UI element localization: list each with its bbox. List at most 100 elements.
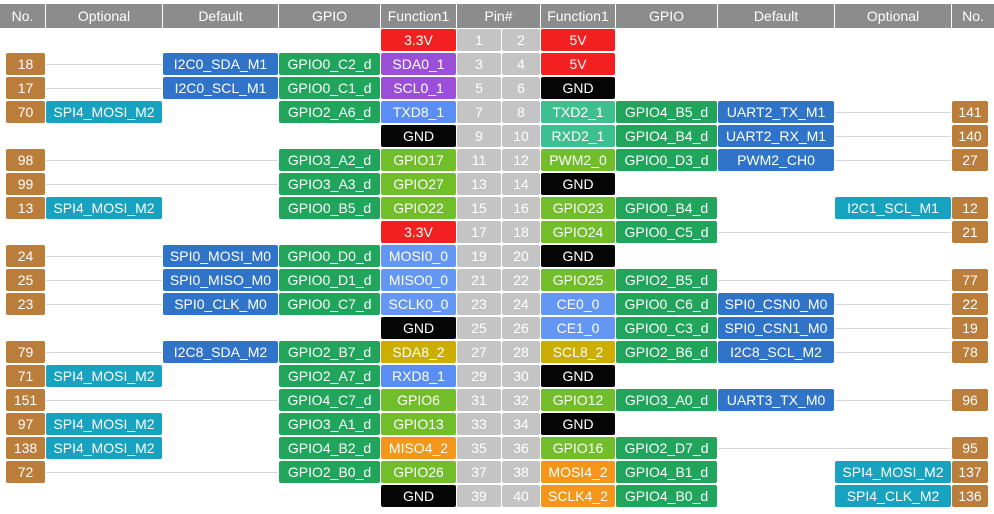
pin-number: 2 (502, 29, 540, 51)
optional-cell: SPI4_MOSI_M2 (835, 461, 951, 483)
leader-line (46, 304, 162, 305)
pin-number: 26 (502, 317, 540, 339)
function-cell: GPIO12 (541, 389, 615, 411)
default-cell: UART2_TX_M1 (718, 101, 834, 123)
function-cell: GND (381, 317, 456, 339)
function-cell: SDA0_1 (381, 53, 456, 75)
gpio-number: 138 (6, 437, 45, 459)
pin-number: 19 (457, 245, 501, 267)
leader-line (835, 136, 951, 137)
function-cell: 5V (541, 29, 615, 51)
default-cell: SPI0_CSN0_M0 (718, 293, 834, 315)
function-cell: GND (381, 485, 456, 507)
pin-number: 1 (457, 29, 501, 51)
gpio-number: 12 (952, 197, 988, 219)
pin-number: 9 (457, 125, 501, 147)
gpio-number: 79 (6, 341, 45, 363)
gpio-cell: GPIO4_B1_d (616, 461, 717, 483)
optional-cell: SPI4_MOSI_M2 (46, 437, 162, 459)
default-cell: SPI0_MISO_M0 (163, 269, 278, 291)
gpio-number: 72 (6, 461, 45, 483)
pin-number: 25 (457, 317, 501, 339)
gpio-number: 22 (952, 293, 988, 315)
pin-number: 39 (457, 485, 501, 507)
function-cell: GPIO23 (541, 197, 615, 219)
gpio-number: 140 (952, 125, 988, 147)
header-8: Default (718, 4, 834, 28)
leader-line (46, 352, 162, 353)
gpio-number: 17 (6, 77, 45, 99)
pin-number: 35 (457, 437, 501, 459)
header-10: No. (952, 4, 994, 28)
gpio-cell: GPIO4_B5_d (616, 101, 717, 123)
pin-number: 10 (502, 125, 540, 147)
gpio-cell: GPIO0_B5_d (279, 197, 380, 219)
pin-number: 15 (457, 197, 501, 219)
function-cell: GND (541, 413, 615, 435)
leader-line (835, 400, 951, 401)
leader-line (46, 472, 278, 473)
gpio-number: 98 (6, 149, 45, 171)
gpio-cell: GPIO2_B6_d (616, 341, 717, 363)
function-cell: 3.3V (381, 29, 456, 51)
pin-number: 32 (502, 389, 540, 411)
gpio-number: 25 (6, 269, 45, 291)
gpio-cell: GPIO0_D0_d (279, 245, 380, 267)
function-cell: PWM2_0 (541, 149, 615, 171)
leader-line (718, 232, 951, 233)
function-cell: GPIO6 (381, 389, 456, 411)
function-cell: 3.3V (381, 221, 456, 243)
gpio-number: 136 (952, 485, 988, 507)
function-cell: SCL0_1 (381, 77, 456, 99)
default-cell: UART3_TX_M0 (718, 389, 834, 411)
gpio-number: 13 (6, 197, 45, 219)
leader-line (46, 280, 162, 281)
default-cell: PWM2_CH0 (718, 149, 834, 171)
pin-number: 23 (457, 293, 501, 315)
gpio-cell: GPIO0_C1_d (279, 77, 380, 99)
function-cell: TXD8_1 (381, 101, 456, 123)
function-cell: GND (541, 173, 615, 195)
leader-line (835, 304, 951, 305)
function-cell: GND (541, 365, 615, 387)
function-cell: SDA8_2 (381, 341, 456, 363)
gpio-cell: GPIO4_B2_d (279, 437, 380, 459)
gpio-cell: GPIO0_D1_d (279, 269, 380, 291)
function-cell: GPIO17 (381, 149, 456, 171)
header-5: Pin# (457, 4, 540, 28)
pin-number: 33 (457, 413, 501, 435)
gpio-number: 151 (6, 389, 45, 411)
function-cell: MOSI4_2 (541, 461, 615, 483)
gpio-number: 99 (6, 173, 45, 195)
gpio-cell: GPIO0_C7_d (279, 293, 380, 315)
default-cell: SPI0_CSN1_M0 (718, 317, 834, 339)
header-2: Default (163, 4, 278, 28)
pin-number: 13 (457, 173, 501, 195)
pin-number: 28 (502, 341, 540, 363)
pin-number: 12 (502, 149, 540, 171)
pin-number: 29 (457, 365, 501, 387)
gpio-cell: GPIO2_D7_d (616, 437, 717, 459)
function-cell: GPIO27 (381, 173, 456, 195)
gpio-number: 21 (952, 221, 988, 243)
leader-line (46, 64, 162, 65)
optional-cell: I2C1_SCL_M1 (835, 197, 951, 219)
default-cell: I2C8_SDA_M2 (163, 341, 278, 363)
gpio-cell: GPIO0_C6_d (616, 293, 717, 315)
gpio-number: 27 (952, 149, 988, 171)
header-1: Optional (46, 4, 162, 28)
gpio-number: 24 (6, 245, 45, 267)
gpio-cell: GPIO2_B5_d (616, 269, 717, 291)
function-cell: GPIO25 (541, 269, 615, 291)
gpio-number: 23 (6, 293, 45, 315)
pin-number: 21 (457, 269, 501, 291)
function-cell: GND (541, 245, 615, 267)
gpio-cell: GPIO3_A0_d (616, 389, 717, 411)
leader-line (718, 280, 951, 281)
function-cell: GPIO13 (381, 413, 456, 435)
gpio-number: 77 (952, 269, 988, 291)
leader-line (46, 160, 278, 161)
default-cell: I2C0_SDA_M1 (163, 53, 278, 75)
header-4: Function1 (381, 4, 456, 28)
